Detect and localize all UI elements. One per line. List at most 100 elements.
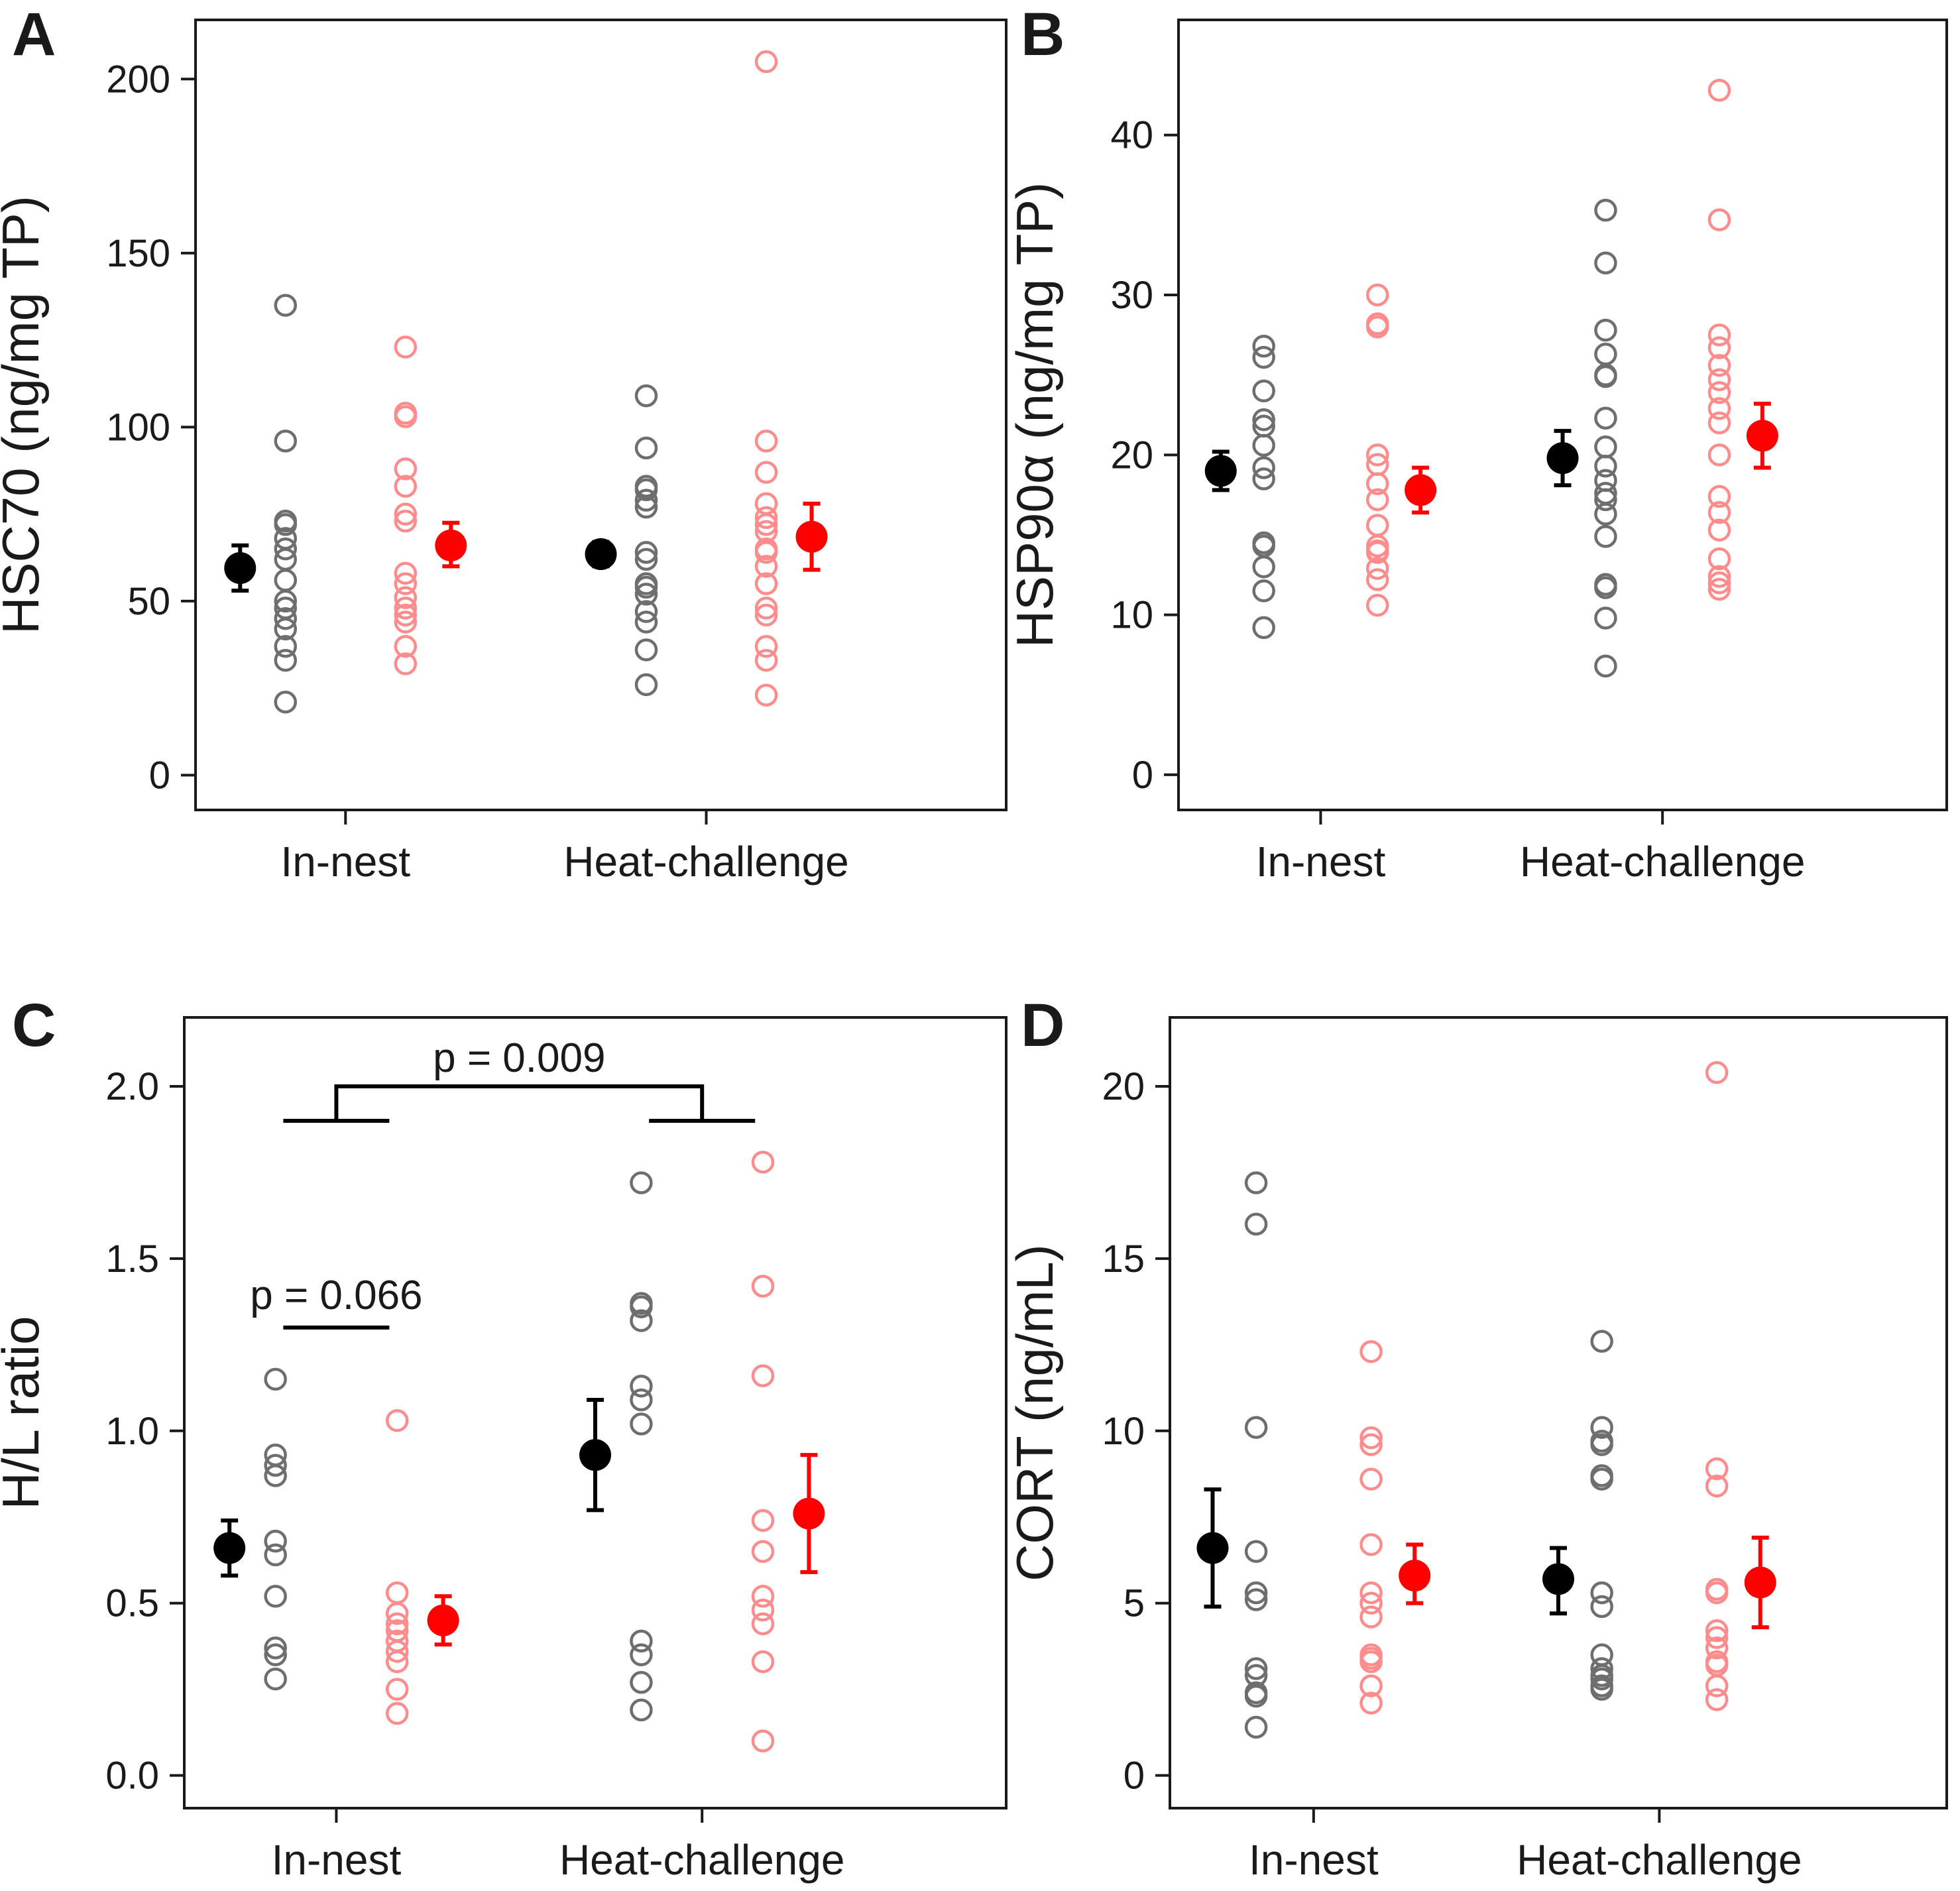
data-point-black <box>634 575 658 599</box>
data-point-red <box>754 683 778 707</box>
data-point-black <box>1594 251 1617 275</box>
data-point-black <box>1594 488 1617 512</box>
data-point-black <box>634 541 658 564</box>
data-point-black <box>634 436 658 460</box>
data-point-red <box>751 1364 775 1387</box>
panel-label: D <box>1021 992 1065 1059</box>
data-point-black <box>630 1171 653 1194</box>
panel-c: C H/L ratio 0.0 0.5 1.0 1.5 2.0 In-nest Heat-cha… <box>0 992 1008 1884</box>
data-point-red <box>1359 1605 1383 1629</box>
data-point-red <box>385 1581 409 1605</box>
data-point-red <box>1707 443 1731 467</box>
mean-marker-red <box>795 520 828 553</box>
x-tick-label: Heat-challenge <box>1520 838 1806 886</box>
data-point-black <box>264 1454 287 1477</box>
data-point-black <box>630 1388 653 1412</box>
data-point-black <box>1590 1467 1613 1491</box>
data-point-red <box>754 603 778 627</box>
data-point-black <box>1244 1212 1268 1236</box>
data-point-black <box>274 513 298 536</box>
significance-bracket <box>334 1084 705 1121</box>
data-point-red <box>754 430 778 453</box>
panel-label: B <box>1021 1 1065 68</box>
plot-frame <box>194 19 1008 811</box>
data-point-red <box>751 1151 775 1174</box>
y-tick-label: 20 <box>1110 433 1153 477</box>
data-point-black <box>1594 454 1617 478</box>
data-point-red <box>1359 1533 1383 1556</box>
plot-frame <box>1169 1016 1948 1809</box>
data-point-black <box>1594 576 1617 599</box>
data-point-red <box>751 1650 775 1674</box>
data-point-black <box>1244 1416 1268 1439</box>
data-point-red <box>1707 411 1731 435</box>
data-point-red <box>385 1701 409 1725</box>
plot-frame <box>183 1016 1008 1809</box>
data-point-black <box>1252 555 1275 579</box>
data-point-red <box>394 572 418 595</box>
data-point-black <box>630 1643 653 1666</box>
data-point-black <box>634 384 658 408</box>
data-point-red <box>751 1540 775 1563</box>
data-point-black <box>1590 1667 1613 1691</box>
data-point-red <box>1707 565 1731 588</box>
data-point-black <box>1252 467 1275 490</box>
mean-marker-black <box>224 552 257 585</box>
data-point-red <box>1365 568 1389 591</box>
plot-frame <box>1177 19 1948 811</box>
data-point-red <box>751 1275 775 1298</box>
data-point-red <box>1707 353 1731 377</box>
data-point-black <box>1252 456 1275 479</box>
y-tick-label: 10 <box>1102 1410 1145 1453</box>
y-tick-label: 10 <box>1110 594 1153 637</box>
y-tick-label: 0.0 <box>105 1754 159 1798</box>
data-point-black <box>634 610 658 634</box>
data-point-black <box>274 648 298 672</box>
data-point-black <box>264 1585 287 1608</box>
data-point-red <box>1707 577 1731 601</box>
data-point-black <box>274 634 298 658</box>
p-value-label: p = 0.066 <box>250 1273 422 1318</box>
data-point-red <box>1705 1474 1729 1498</box>
data-point-black <box>1590 1416 1613 1439</box>
data-point-red <box>394 502 418 526</box>
x-tick-label: In-nest <box>280 838 410 886</box>
data-point-red <box>754 50 778 74</box>
data-point-red <box>1365 593 1389 617</box>
data-point-black <box>264 1367 287 1391</box>
data-point-red <box>1705 1674 1729 1697</box>
y-axis-label: CORT (ng/mL) <box>1006 1244 1064 1581</box>
data-point-red <box>385 1408 409 1432</box>
data-point-red <box>385 1640 409 1663</box>
data-point-black <box>1590 1433 1613 1456</box>
data-point-red <box>394 405 418 428</box>
data-point-black <box>274 430 298 453</box>
data-point-red <box>385 1612 409 1636</box>
data-point-red <box>1359 1426 1383 1450</box>
data-point-black <box>274 569 298 592</box>
x-tick-label: In-nest <box>1256 838 1386 886</box>
data-point-red <box>1365 514 1389 537</box>
data-point-red <box>1707 208 1731 231</box>
mean-marker-black <box>579 1439 611 1471</box>
y-tick-label: 150 <box>106 232 170 275</box>
panel-label: C <box>12 992 56 1059</box>
data-point-red <box>1705 1626 1729 1649</box>
y-tick-label: 200 <box>106 58 170 101</box>
p-value-label: p = 0.009 <box>433 1035 605 1081</box>
data-point-black <box>1594 502 1617 526</box>
data-point-red <box>751 1585 775 1608</box>
data-point-red <box>1705 1060 1729 1084</box>
y-tick-label: 100 <box>106 406 170 449</box>
data-point-red <box>394 652 418 675</box>
panel-label: A <box>12 1 56 68</box>
data-point-black <box>1594 435 1617 459</box>
data-point-red <box>1705 1581 1729 1605</box>
data-point-black <box>630 1374 653 1398</box>
y-axis-label: HSC70 (ng/mg TP) <box>0 196 50 634</box>
data-point-black <box>1252 379 1275 403</box>
data-point-red <box>1707 380 1731 404</box>
data-point-black <box>634 600 658 623</box>
x-tick-label: Heat-challenge <box>559 1836 845 1884</box>
data-point-black <box>634 583 658 606</box>
